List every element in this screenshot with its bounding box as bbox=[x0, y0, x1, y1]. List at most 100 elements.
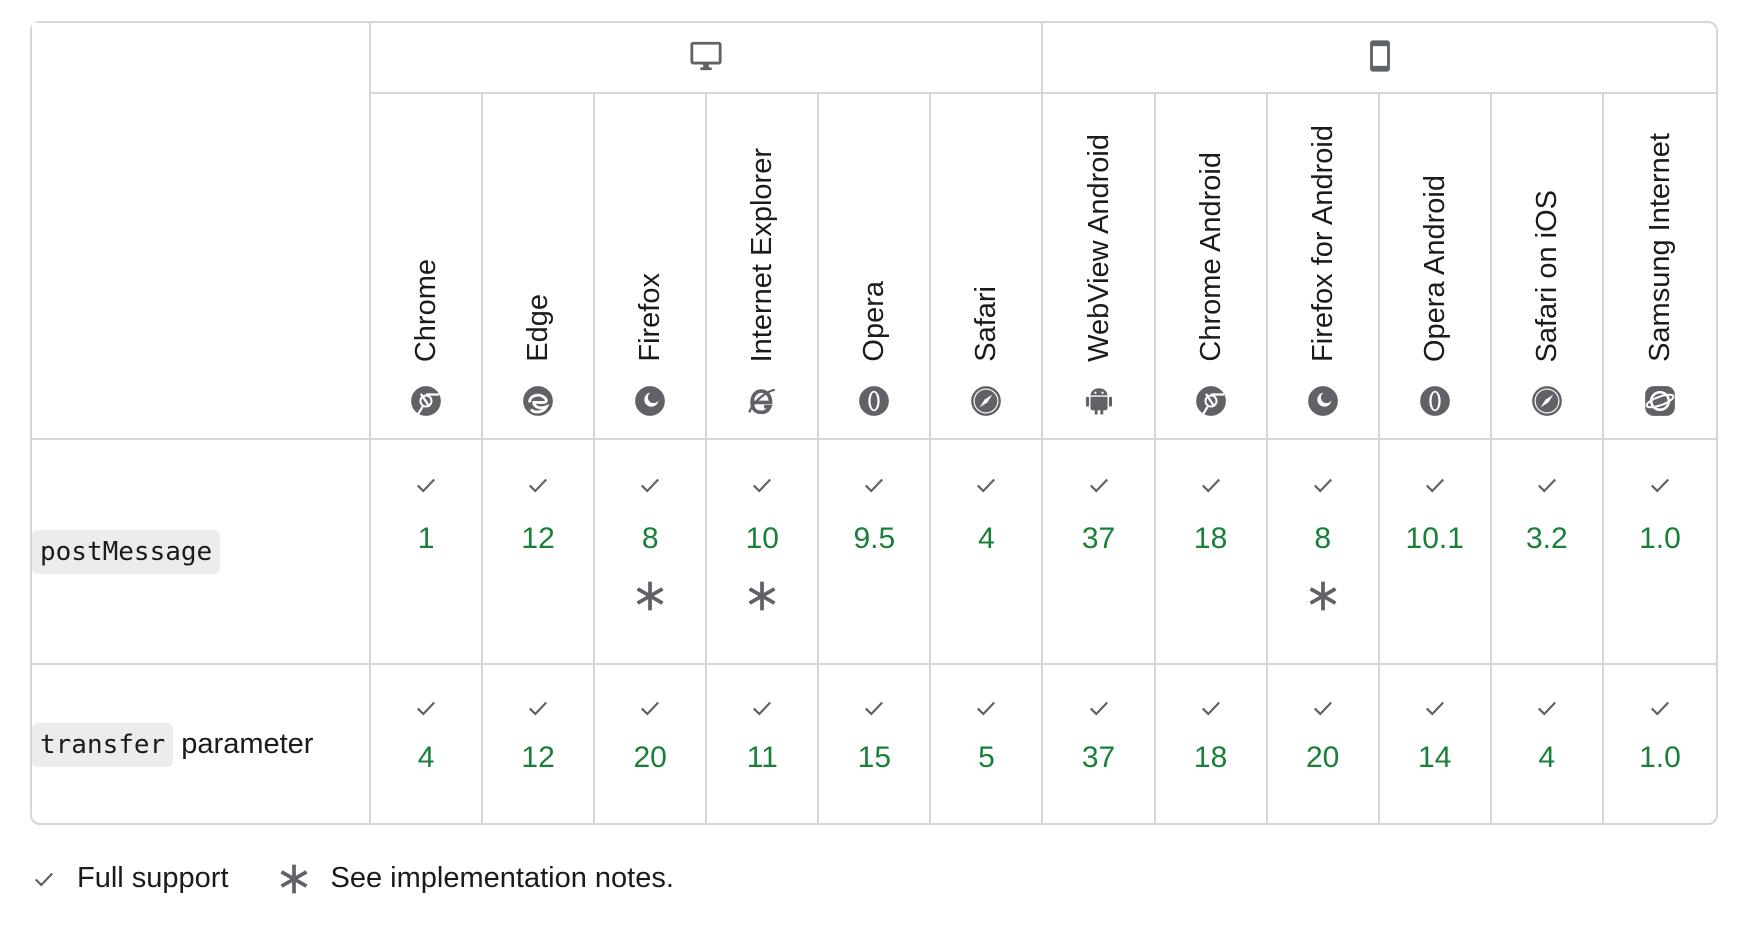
check-icon bbox=[1425, 478, 1444, 493]
legend-notes-label: See implementation notes. bbox=[330, 862, 674, 894]
support-cell-safari[interactable]: 4 bbox=[931, 440, 1044, 665]
version-number: 15 bbox=[857, 741, 892, 774]
opera-icon bbox=[1419, 386, 1450, 416]
support-cell-safari-on-ios[interactable]: 4 bbox=[1492, 665, 1604, 823]
version-number: 4 bbox=[1538, 741, 1556, 774]
firefox-icon bbox=[635, 386, 666, 416]
version-number: 1.0 bbox=[1639, 522, 1681, 555]
version-number: 20 bbox=[633, 741, 667, 774]
check-icon bbox=[1650, 701, 1669, 716]
mobile-platform-header bbox=[1043, 23, 1716, 94]
internet-explorer-icon bbox=[748, 388, 776, 415]
support-cell-edge[interactable]: 12 bbox=[483, 440, 596, 665]
feature-name-cell: transfer parameter bbox=[32, 665, 371, 823]
support-cell-opera[interactable]: 9.5 bbox=[819, 440, 932, 665]
support-cell-opera-android[interactable]: 14 bbox=[1380, 665, 1492, 823]
check-icon bbox=[753, 478, 772, 493]
version-number: 5 bbox=[978, 741, 995, 774]
legend: Full support See implementation notes. bbox=[33, 862, 724, 895]
support-cell-webview-android[interactable]: 37 bbox=[1043, 665, 1156, 823]
version-number: 8 bbox=[641, 522, 659, 555]
support-cell-safari-on-ios[interactable]: 3.2 bbox=[1491, 440, 1604, 665]
asterisk-icon bbox=[280, 864, 307, 893]
check-icon bbox=[1201, 478, 1220, 493]
support-cell-edge[interactable]: 12 bbox=[483, 665, 596, 823]
check-icon bbox=[417, 478, 436, 493]
feature-name-cell: postMessage bbox=[32, 440, 371, 665]
version-number: 9.5 bbox=[853, 522, 896, 555]
legend-notes: See implementation notes. bbox=[279, 862, 674, 895]
feature-row-postmessage: postMessage 1 12 8 10 9.5 4 37 18 8 10.1 3.2 1.0 bbox=[32, 440, 1716, 665]
browser-name: Opera Android bbox=[1418, 174, 1451, 362]
browser-header-firefox-for-android: Firefox for Android bbox=[1267, 94, 1380, 440]
browser-header-samsung-internet: Samsung Internet bbox=[1603, 94, 1716, 440]
check-icon bbox=[1537, 701, 1556, 716]
check-icon bbox=[641, 478, 660, 493]
check-icon bbox=[1089, 478, 1108, 493]
support-cell-opera[interactable]: 15 bbox=[819, 665, 932, 823]
check-icon bbox=[977, 701, 996, 716]
check-icon bbox=[34, 872, 54, 887]
support-cell-firefox-for-android[interactable]: 8 bbox=[1267, 440, 1380, 665]
support-cell-chrome-android[interactable]: 18 bbox=[1155, 440, 1268, 665]
browser-name: Opera bbox=[858, 281, 891, 362]
version-number: 10.1 bbox=[1405, 522, 1464, 555]
support-cell-chrome-android[interactable]: 18 bbox=[1156, 665, 1268, 823]
safari-icon bbox=[971, 386, 1002, 416]
browser-header-webview-android: WebView Android bbox=[1043, 94, 1156, 440]
legend-full-support-label: Full support bbox=[77, 862, 229, 894]
support-cell-firefox-for-android[interactable]: 20 bbox=[1268, 665, 1380, 823]
support-cell-samsung-internet[interactable]: 1.0 bbox=[1604, 665, 1716, 823]
browser-name: Edge bbox=[522, 294, 555, 362]
asterisk-icon bbox=[636, 581, 664, 611]
asterisk-icon bbox=[748, 581, 776, 611]
check-icon bbox=[977, 478, 996, 493]
mobile-icon bbox=[1369, 39, 1390, 72]
check-icon bbox=[1201, 701, 1220, 716]
version-number: 37 bbox=[1081, 741, 1116, 774]
check-icon bbox=[865, 701, 884, 716]
check-icon bbox=[417, 701, 436, 716]
check-icon bbox=[1537, 478, 1556, 493]
support-cell-samsung-internet[interactable]: 1.0 bbox=[1603, 440, 1716, 665]
version-number: 18 bbox=[1193, 522, 1228, 555]
chrome-icon bbox=[1195, 386, 1226, 418]
browser-name: Internet Explorer bbox=[746, 147, 779, 362]
version-number: 11 bbox=[746, 741, 778, 774]
version-number: 4 bbox=[417, 741, 435, 774]
firefox-icon bbox=[1307, 386, 1338, 416]
version-number: 1 bbox=[417, 522, 435, 555]
samsung-internet-icon bbox=[1645, 386, 1675, 416]
check-icon bbox=[753, 701, 772, 716]
version-number: 8 bbox=[1314, 522, 1331, 555]
browser-name: Safari on iOS bbox=[1530, 189, 1563, 362]
feature-suffix: parameter bbox=[173, 727, 314, 760]
browser-header-internet-explorer: Internet Explorer bbox=[707, 94, 820, 440]
support-cell-firefox[interactable]: 20 bbox=[595, 665, 708, 823]
support-cell-chrome[interactable]: 1 bbox=[371, 440, 484, 665]
support-cell-webview-android[interactable]: 37 bbox=[1043, 440, 1156, 665]
browser-compat-table: Chrome Edge Firefox Internet Explorer Opera S… bbox=[30, 21, 1718, 825]
support-cell-safari[interactable]: 5 bbox=[931, 665, 1044, 823]
support-cell-firefox[interactable]: 8 bbox=[595, 440, 708, 665]
feature-code: transfer bbox=[32, 722, 174, 767]
check-icon bbox=[1425, 701, 1444, 716]
browser-header-chrome-android: Chrome Android bbox=[1155, 94, 1268, 440]
support-cell-internet-explorer[interactable]: 10 bbox=[707, 440, 820, 665]
version-number: 12 bbox=[521, 741, 555, 774]
browser-name: Chrome bbox=[410, 258, 443, 362]
browser-name: Chrome Android bbox=[1194, 152, 1227, 362]
browser-header-firefox: Firefox bbox=[595, 94, 708, 440]
desktop-platform-header bbox=[371, 23, 1044, 94]
check-icon bbox=[641, 701, 660, 716]
support-cell-opera-android[interactable]: 10.1 bbox=[1379, 440, 1492, 665]
version-number: 4 bbox=[978, 522, 995, 555]
browser-name: WebView Android bbox=[1082, 134, 1115, 362]
feature-row-transfer: transfer parameter 4 12 20 11 15 5 37 18 20 14 4 1.0 bbox=[32, 665, 1716, 823]
support-cell-chrome[interactable]: 4 bbox=[371, 665, 484, 823]
version-number: 37 bbox=[1081, 522, 1116, 555]
check-icon bbox=[529, 701, 548, 716]
support-cell-internet-explorer[interactable]: 11 bbox=[707, 665, 820, 823]
browser-header-opera: Opera bbox=[819, 94, 932, 440]
version-number: 20 bbox=[1305, 741, 1340, 774]
